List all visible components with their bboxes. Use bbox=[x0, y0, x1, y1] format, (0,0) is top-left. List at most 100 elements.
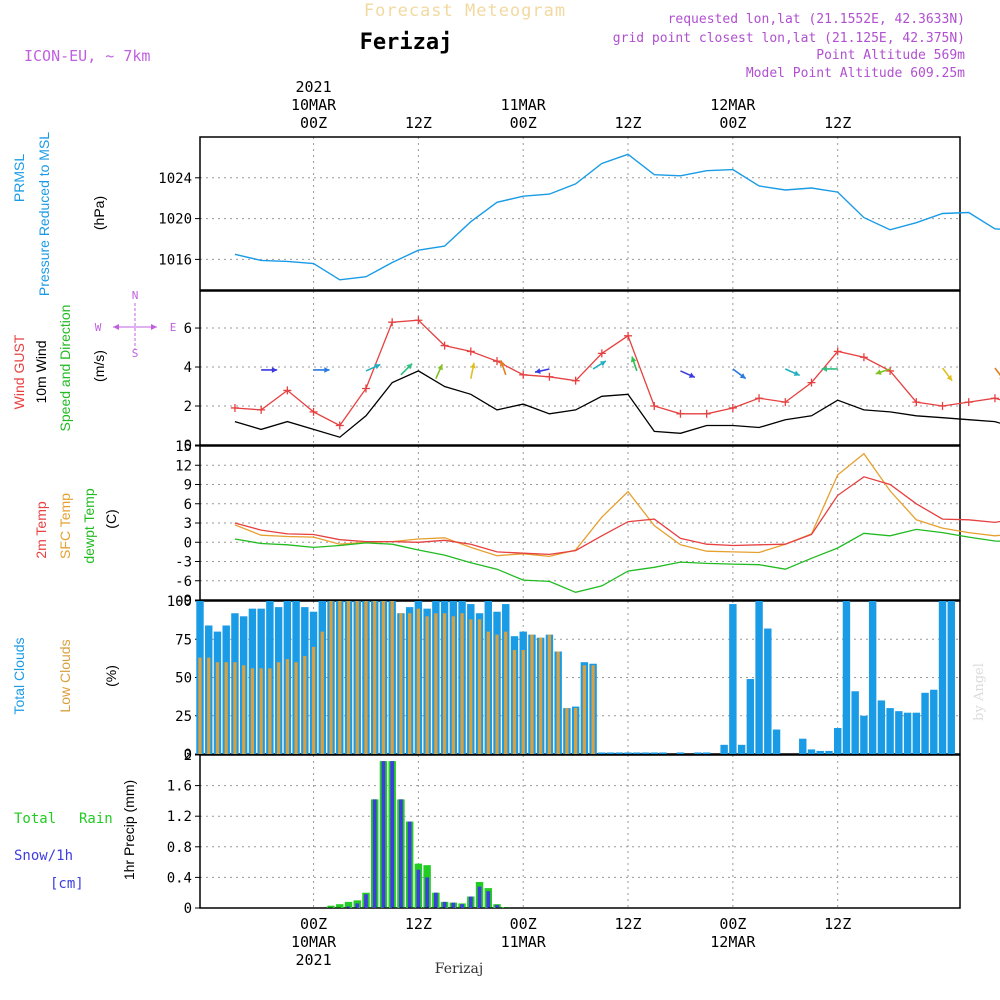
compass-west: W bbox=[95, 321, 102, 334]
total-clouds-bar bbox=[816, 750, 824, 754]
wind-gust-marker bbox=[493, 357, 502, 366]
low-clouds-bar bbox=[285, 659, 289, 754]
precip-ytick-label: 0.8 bbox=[167, 840, 192, 856]
wind-ytick-label: 6 bbox=[184, 321, 192, 337]
low-clouds-bar bbox=[486, 631, 490, 754]
pressure-label-msl: Pressure Reduced to MSL bbox=[36, 132, 52, 296]
low-clouds-bar bbox=[539, 637, 543, 754]
wind-gust-marker bbox=[545, 372, 554, 381]
wind-direction-arrowhead bbox=[875, 369, 882, 375]
low-clouds-bar bbox=[547, 634, 552, 754]
top-date-label: 11MAR bbox=[501, 96, 547, 114]
low-clouds-bar bbox=[565, 708, 569, 754]
low-clouds-bar bbox=[355, 601, 359, 754]
precip-ytick-label: 1.6 bbox=[167, 779, 192, 795]
temp-sfc-label: SFC Temp bbox=[57, 493, 73, 559]
wind-direction-arrowhead bbox=[406, 363, 413, 370]
wind-direction-label: Speed and Direction bbox=[57, 305, 73, 432]
wind-gust-marker bbox=[833, 347, 842, 356]
snow-bar bbox=[390, 761, 395, 908]
precip-legend-cm: [cm] bbox=[50, 876, 84, 892]
bottom-year-label: 2021 bbox=[296, 951, 332, 969]
wind-gust-marker bbox=[728, 403, 737, 412]
low-clouds-bar bbox=[224, 662, 228, 754]
wind-gust-marker bbox=[361, 384, 370, 393]
total-clouds-bar bbox=[877, 700, 886, 754]
wind-direction-arrowhead bbox=[739, 373, 746, 379]
top-hour-label: 00Z bbox=[510, 114, 537, 132]
wind-gust-marker bbox=[414, 316, 423, 325]
wind-gust-marker bbox=[676, 409, 685, 418]
snow-bar bbox=[407, 821, 412, 908]
total-clouds-bar bbox=[842, 601, 851, 754]
footer-location: Ferizaj bbox=[435, 961, 483, 977]
low-clouds-bar bbox=[364, 601, 368, 754]
precip-ytick-label: 1.2 bbox=[167, 809, 192, 825]
snow-bar bbox=[434, 892, 438, 908]
wind-frame bbox=[199, 290, 961, 446]
low-clouds-bar bbox=[451, 616, 455, 754]
temperature-ytick-label: -9 bbox=[175, 593, 192, 609]
snow-bar bbox=[451, 902, 456, 908]
point-altitude: Point Altitude 569m bbox=[816, 48, 965, 63]
low-clouds-bar bbox=[303, 656, 307, 754]
total-clouds-bar bbox=[807, 749, 816, 754]
precip-ytick-label: 0.4 bbox=[167, 870, 192, 886]
low-clouds-bar bbox=[381, 601, 386, 754]
wind-unit-label: (m/s) bbox=[91, 350, 107, 382]
snow-bar bbox=[477, 886, 482, 908]
bottom-date-label: 12MAR bbox=[710, 933, 756, 951]
wind-ytick-label: 2 bbox=[184, 399, 192, 415]
wind-direction-arrowhead bbox=[535, 368, 541, 374]
low-clouds-bar bbox=[408, 613, 412, 754]
total-clouds-bar bbox=[764, 628, 772, 754]
snow-bar bbox=[486, 891, 491, 908]
snow-bar bbox=[425, 877, 429, 908]
bottom-hour-label: 12Z bbox=[824, 915, 851, 933]
low-clouds-bar bbox=[320, 631, 324, 754]
wind-gust-marker bbox=[597, 349, 606, 358]
low-clouds-label: Low Clouds bbox=[57, 639, 73, 712]
top-hour-label: 12Z bbox=[824, 114, 851, 132]
bottom-hour-label: 00Z bbox=[510, 915, 537, 933]
total-clouds-bar bbox=[851, 691, 859, 754]
low-clouds-bar bbox=[268, 668, 272, 754]
wind-gust-marker bbox=[859, 353, 868, 362]
rain-bar bbox=[344, 901, 353, 908]
precip-unit-label: 1hr Precip (mm) bbox=[121, 780, 137, 880]
low-clouds-bar bbox=[207, 657, 211, 754]
model-label: ICON-EU, ~ 7km bbox=[24, 47, 150, 65]
wind-gust-marker bbox=[886, 366, 895, 375]
wind-direction-arrowhead bbox=[374, 364, 381, 370]
compass-w-arrow bbox=[113, 324, 119, 330]
wind-direction-arrowhead bbox=[821, 366, 827, 372]
temperature-ytick-label: 3 bbox=[184, 516, 192, 532]
rain-bar bbox=[336, 904, 344, 908]
total-clouds-bar bbox=[903, 712, 912, 754]
clouds-panel: 0 25 50 75 100 bbox=[167, 594, 961, 763]
compass-south: S bbox=[132, 347, 139, 360]
snow-bar bbox=[372, 799, 377, 908]
wind-gust-marker bbox=[624, 331, 633, 340]
total-clouds-bar bbox=[720, 744, 728, 754]
low-clouds-bar bbox=[329, 601, 333, 754]
snow-bar bbox=[460, 904, 464, 908]
wind-direction-arrowhead bbox=[324, 367, 330, 373]
low-clouds-bar bbox=[338, 601, 342, 754]
total-clouds-bar bbox=[650, 752, 658, 754]
low-clouds-bar bbox=[259, 668, 263, 754]
total-clouds-bar bbox=[833, 727, 842, 754]
total-clouds-bar bbox=[737, 744, 746, 754]
total-clouds-bar bbox=[860, 715, 868, 754]
wind-gust-marker bbox=[440, 341, 449, 350]
low-clouds-bar bbox=[198, 657, 202, 754]
wind-gust-marker bbox=[938, 402, 947, 411]
temperature-ytick-label: 12 bbox=[175, 458, 192, 474]
top-year-label: 2021 bbox=[296, 78, 332, 96]
top-hour-label: 00Z bbox=[719, 114, 746, 132]
wind-direction-arrowhead bbox=[437, 364, 443, 371]
low-clouds-bar bbox=[425, 616, 429, 754]
total-clouds-bar bbox=[938, 601, 947, 754]
wind-speed-line bbox=[234, 370, 1000, 438]
clouds-unit-label: (%) bbox=[103, 665, 119, 687]
